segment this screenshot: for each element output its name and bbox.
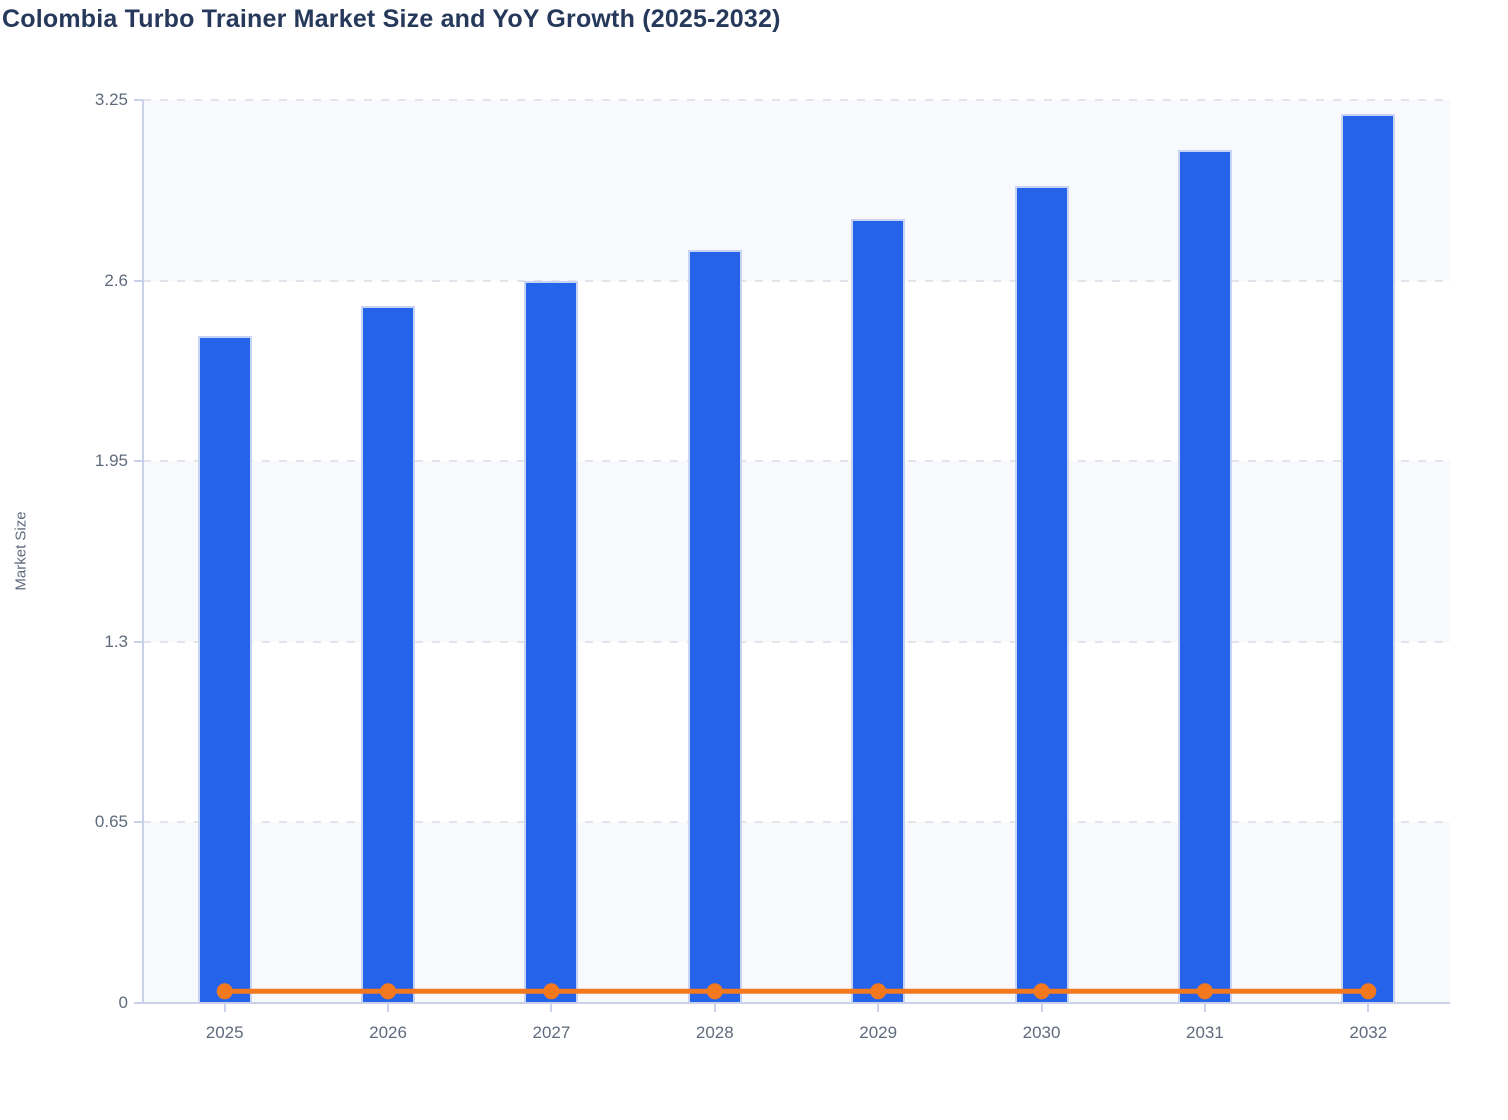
y-axis-title: Market Size [12, 511, 30, 591]
x-tick-mark [713, 1003, 716, 1012]
bar-2030[interactable] [1014, 186, 1069, 1003]
x-tick-label: 2026 [369, 1023, 407, 1042]
line-marker-2026[interactable] [380, 983, 397, 1000]
line-marker-2029[interactable] [870, 983, 887, 1000]
x-tick-label: 2030 [1022, 1023, 1061, 1042]
x-tick-mark [1367, 1003, 1370, 1012]
plot-area [143, 99, 1450, 1003]
line-marker-2025[interactable] [216, 983, 233, 1000]
bar-2026[interactable] [361, 305, 416, 1003]
gridline [143, 821, 1450, 824]
bar-2028[interactable] [687, 250, 742, 1003]
bar-2031[interactable] [1177, 150, 1232, 1003]
y-tick-label: 1.95 [94, 451, 128, 471]
row-stripe [143, 461, 1450, 642]
bar-2029[interactable] [851, 219, 906, 1003]
y-tick-mark [134, 279, 143, 282]
x-tick-label: 2031 [1186, 1023, 1224, 1042]
y-axis-line [142, 100, 144, 1003]
x-tick-label: 2028 [695, 1023, 734, 1042]
bar-2032[interactable] [1341, 113, 1396, 1003]
line-marker-2028[interactable] [706, 983, 723, 1000]
line-marker-2030[interactable] [1033, 983, 1050, 1000]
chart-title: Colombia Turbo Trainer Market Size and Y… [2, 5, 781, 33]
x-tick-label: 2027 [532, 1023, 571, 1042]
bar-2027[interactable] [524, 280, 579, 1003]
y-tick-mark [134, 99, 143, 101]
yoy-growth-line-layer [216, 983, 1377, 1000]
x-tick-mark [223, 1003, 226, 1012]
line-marker-2032[interactable] [1360, 983, 1377, 1000]
y-tick-label: 0 [118, 993, 128, 1012]
row-stripe [143, 100, 1450, 281]
y-tick-mark [134, 1002, 143, 1004]
gridline [143, 99, 1450, 101]
x-tick-mark [1203, 1003, 1206, 1012]
y-tick-mark [134, 460, 143, 463]
y-tick-label: 1.3 [104, 631, 128, 651]
gridline [143, 460, 1450, 463]
y-tick-label: 3.25 [94, 90, 128, 109]
x-tick-label: 2025 [205, 1023, 244, 1042]
x-tick-mark [387, 1003, 390, 1012]
line-marker-2031[interactable] [1196, 983, 1213, 1000]
gridline [143, 279, 1450, 282]
gridline [143, 640, 1450, 643]
y-tick-mark [134, 821, 143, 824]
bar-2025[interactable] [197, 336, 252, 1003]
y-tick-mark [134, 640, 143, 643]
x-tick-mark [550, 1003, 553, 1012]
x-axis-line [143, 1002, 1450, 1004]
y-tick-label: 0.65 [94, 812, 128, 832]
x-tick-mark [1040, 1003, 1043, 1012]
x-tick-label: 2029 [859, 1023, 898, 1042]
line-marker-2027[interactable] [543, 983, 560, 1000]
x-tick-label: 2032 [1349, 1023, 1388, 1042]
y-tick-label: 2.6 [104, 270, 128, 290]
row-stripe [143, 822, 1450, 1003]
x-tick-mark [877, 1003, 880, 1012]
